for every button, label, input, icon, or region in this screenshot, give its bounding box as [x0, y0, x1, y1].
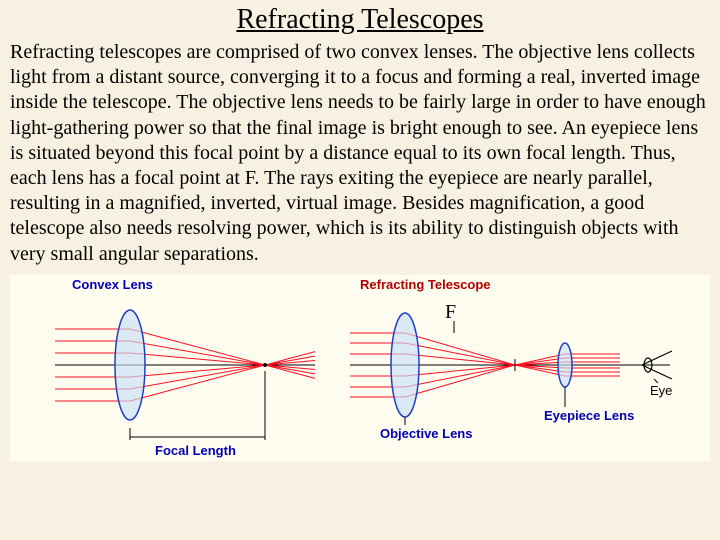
body-paragraph: Refracting telescopes are comprised of t…	[0, 36, 720, 267]
focal-point-label: F	[445, 301, 456, 324]
optics-diagram	[10, 275, 710, 461]
focal-length-label: Focal Length	[155, 443, 236, 458]
page-title: Refracting Telescopes	[0, 0, 720, 36]
objective-lens-label: Objective Lens	[380, 427, 472, 441]
diagram-container: Convex Lens Refracting Telescope Focal L…	[10, 275, 710, 461]
refracting-telescope-label: Refracting Telescope	[360, 277, 491, 292]
convex-lens-label: Convex Lens	[72, 277, 153, 292]
eye-label: Eye	[650, 383, 672, 398]
eyepiece-lens-label: Eyepiece Lens	[544, 409, 634, 423]
